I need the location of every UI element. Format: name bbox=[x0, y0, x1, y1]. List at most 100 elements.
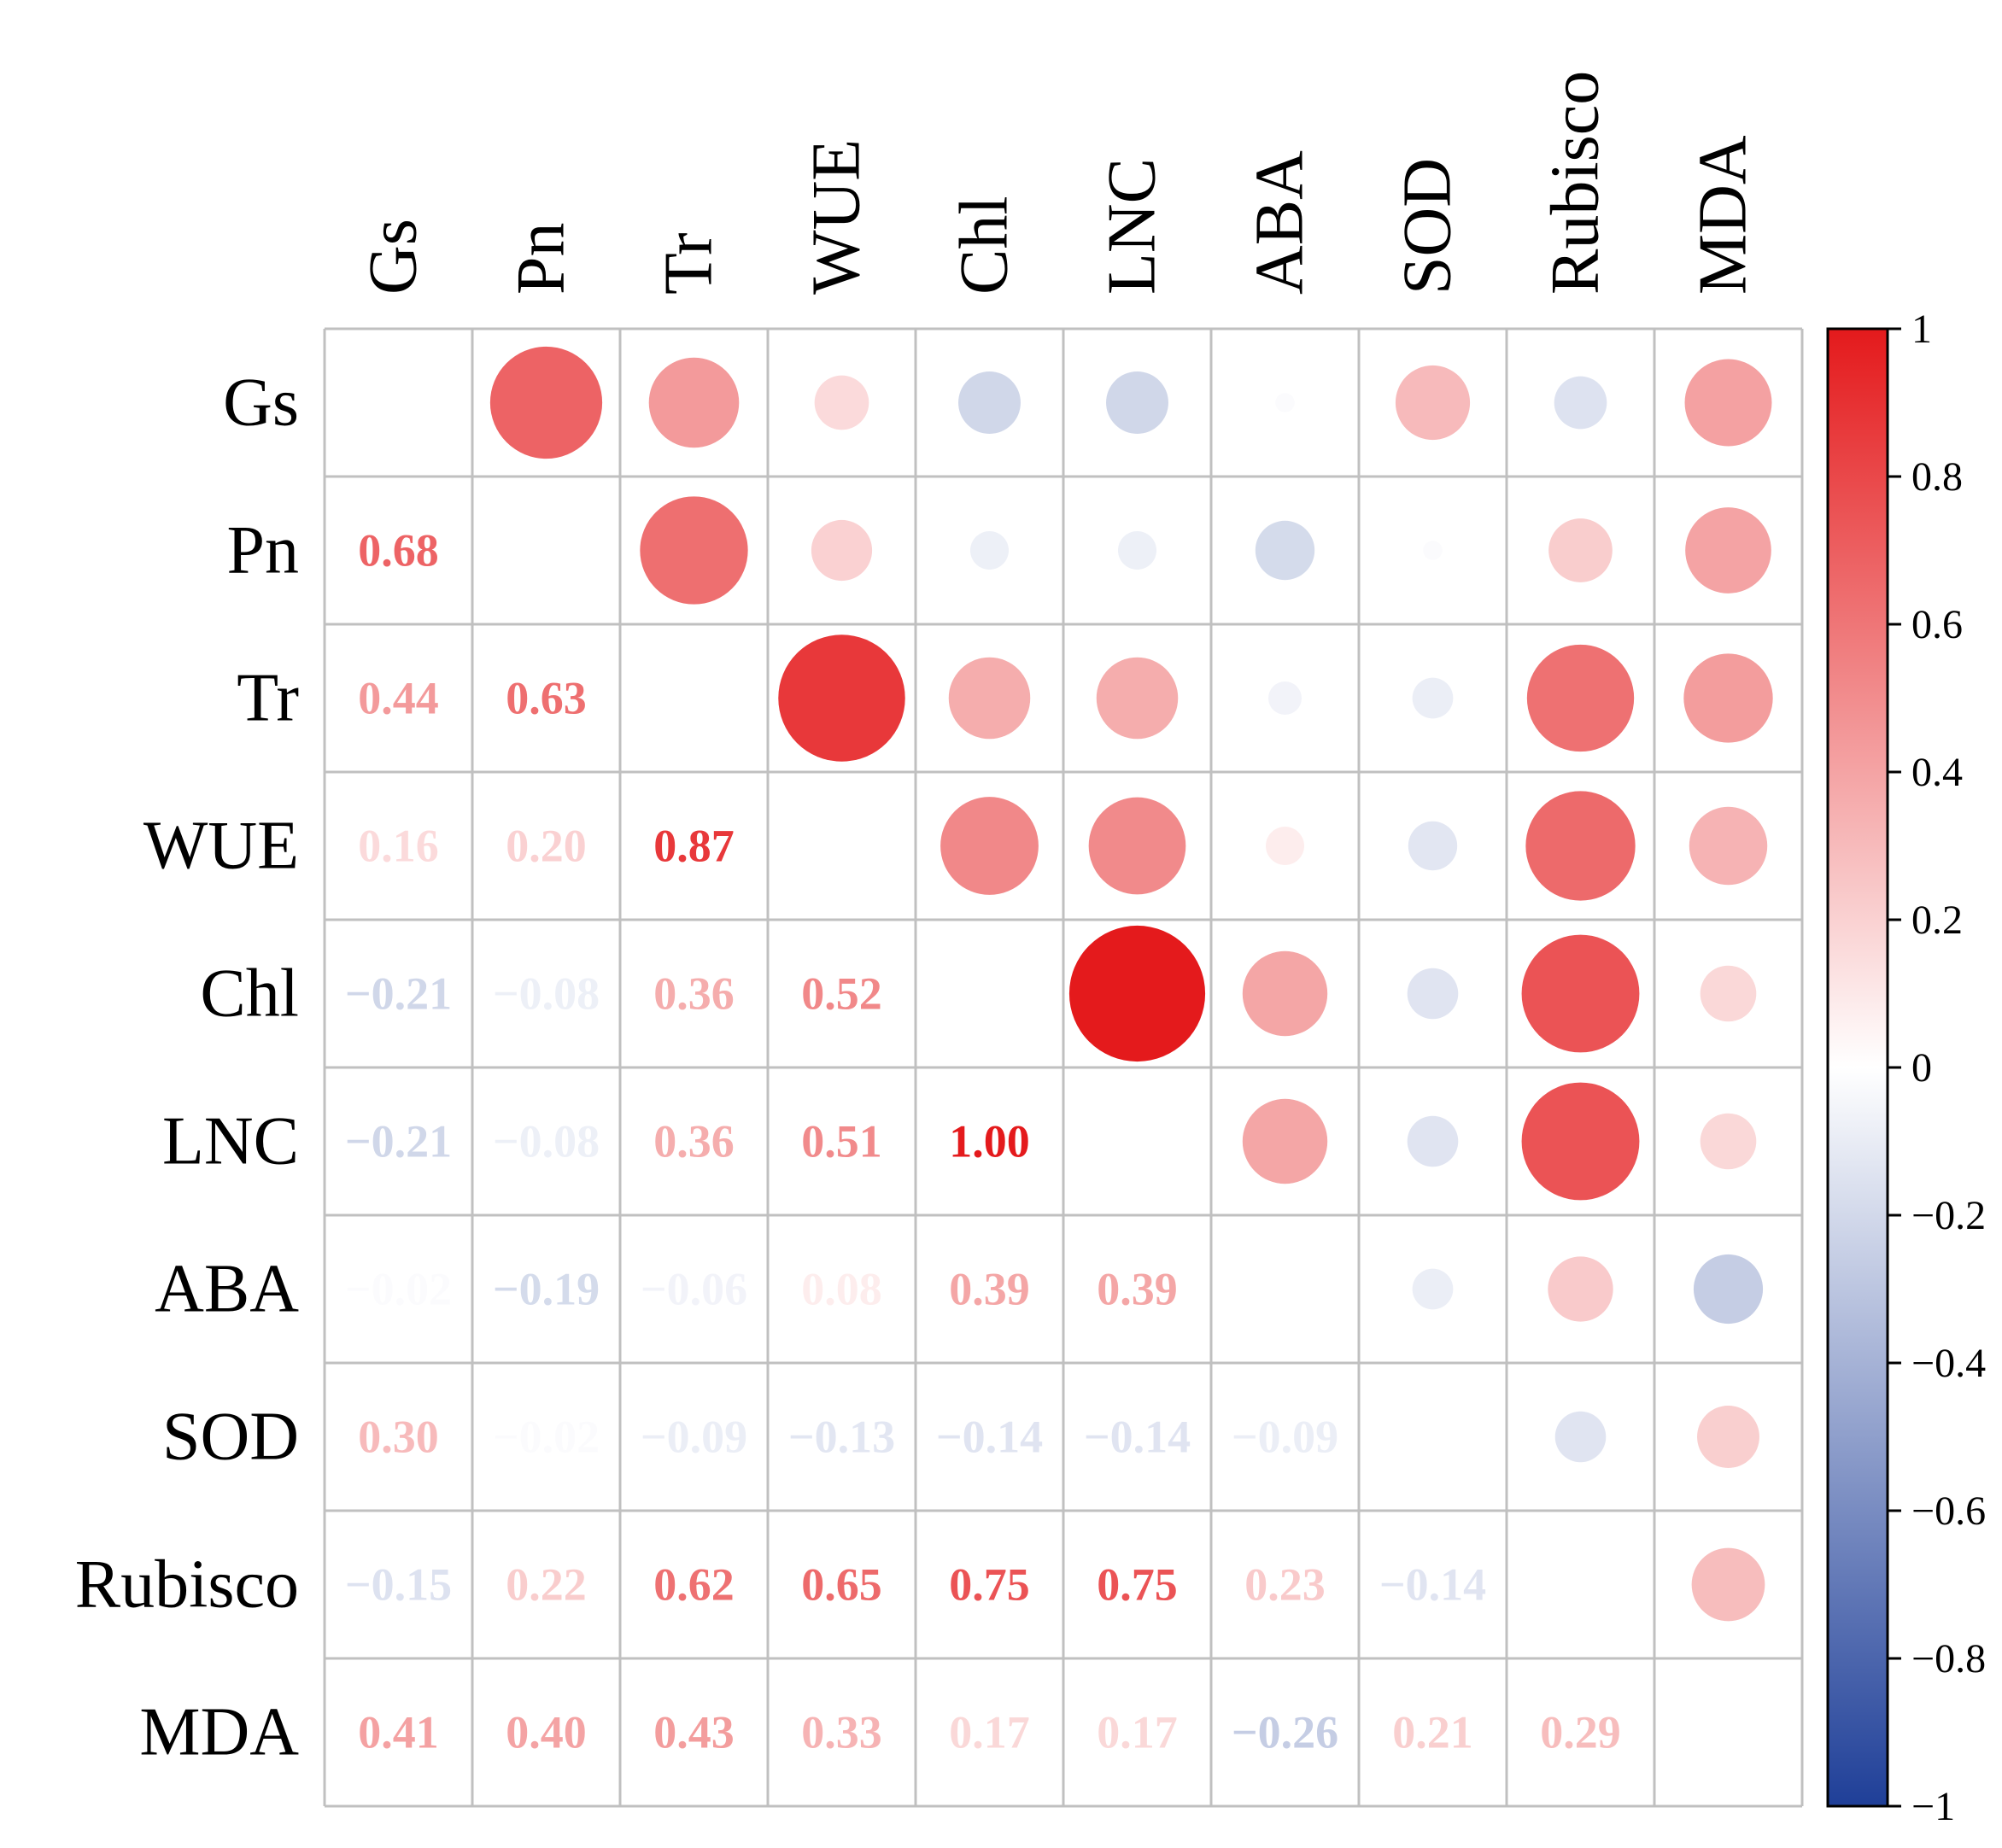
corr-circle-chl-sod bbox=[1407, 968, 1459, 1020]
corr-circle-tr-aba bbox=[1268, 681, 1302, 715]
colorbar-tick-label: 0.2 bbox=[1911, 898, 1963, 943]
corr-value-sod-aba: −0.09 bbox=[1232, 1412, 1338, 1463]
colorbar-tick-label: 0.8 bbox=[1911, 454, 1963, 500]
corr-circle-pn-chl bbox=[969, 530, 1010, 570]
corr-value-chl-tr: 0.36 bbox=[653, 968, 735, 1020]
corr-circle-pn-wue bbox=[811, 519, 873, 582]
col-label-sod: SOD bbox=[1390, 158, 1466, 295]
corr-circle-chl-mda bbox=[1700, 965, 1757, 1022]
col-label-aba: ABA bbox=[1243, 150, 1318, 295]
col-label-gs: Gs bbox=[356, 219, 431, 295]
corr-value-mda-chl: 0.17 bbox=[949, 1707, 1030, 1758]
corr-value-aba-wue: 0.08 bbox=[801, 1264, 882, 1315]
row-label-gs: Gs bbox=[223, 366, 299, 441]
corr-value-tr-pn: 0.63 bbox=[506, 673, 587, 724]
corr-circle-pn-tr bbox=[640, 496, 748, 605]
corr-value-aba-chl: 0.39 bbox=[949, 1264, 1030, 1315]
corr-circle-aba-sod bbox=[1412, 1268, 1454, 1310]
colorbar-tick-label: −0.8 bbox=[1911, 1636, 1986, 1681]
col-label-chl: Chl bbox=[947, 196, 1022, 295]
colorbar-tick-label: −1 bbox=[1911, 1784, 1955, 1829]
corr-value-mda-gs: 0.41 bbox=[358, 1707, 439, 1758]
corr-circle-gs-rubisco bbox=[1554, 376, 1607, 430]
corr-circle-tr-sod bbox=[1412, 677, 1454, 719]
corr-circle-wue-aba bbox=[1265, 826, 1305, 866]
corr-value-sod-tr: −0.09 bbox=[641, 1412, 747, 1463]
corr-circle-lnc-rubisco bbox=[1521, 1082, 1640, 1201]
corr-value-lnc-tr: 0.36 bbox=[653, 1116, 735, 1167]
matrix-cells: 0.68 0.44 0.63 0.16 0.20 0.87 −0.21 −0.08 0.36 0.… bbox=[345, 346, 1773, 1758]
corr-value-sod-pn: −0.02 bbox=[493, 1412, 600, 1463]
corr-value-aba-pn: −0.19 bbox=[493, 1264, 600, 1315]
corr-value-rubisco-pn: 0.22 bbox=[506, 1559, 587, 1611]
corr-value-chl-gs: −0.21 bbox=[345, 968, 452, 1020]
corr-circle-sod-mda bbox=[1697, 1406, 1759, 1468]
row-label-wue: WUE bbox=[143, 809, 299, 884]
corr-value-wue-gs: 0.16 bbox=[358, 821, 439, 872]
corr-value-rubisco-chl: 0.75 bbox=[949, 1559, 1030, 1611]
colorbar-gradient bbox=[1826, 327, 1889, 1808]
corr-circle-wue-sod bbox=[1408, 821, 1458, 871]
corr-circle-tr-mda bbox=[1683, 653, 1773, 743]
corr-value-sod-wue: −0.13 bbox=[788, 1412, 895, 1463]
colorbar-tick-label: −0.6 bbox=[1911, 1488, 1986, 1534]
corr-value-pn-gs: 0.68 bbox=[358, 525, 439, 576]
col-label-wue: WUE bbox=[799, 139, 875, 295]
colorbar-tick-label: 0 bbox=[1911, 1045, 1932, 1091]
corr-value-sod-lnc: −0.14 bbox=[1084, 1412, 1191, 1463]
corr-circle-rubisco-mda bbox=[1691, 1547, 1765, 1622]
colorbar-tick-label: 0.6 bbox=[1911, 602, 1963, 647]
corr-value-aba-lnc: 0.39 bbox=[1097, 1264, 1178, 1315]
corr-value-wue-pn: 0.20 bbox=[506, 821, 587, 872]
corr-circle-wue-mda bbox=[1689, 806, 1768, 886]
corr-circle-chl-rubisco bbox=[1521, 934, 1640, 1053]
corr-value-sod-gs: 0.30 bbox=[358, 1412, 439, 1463]
row-label-aba: ABA bbox=[155, 1252, 299, 1327]
row-label-chl: Chl bbox=[200, 956, 299, 1032]
corr-value-rubisco-aba: 0.23 bbox=[1244, 1559, 1326, 1611]
corr-circle-gs-chl bbox=[958, 371, 1021, 434]
corr-value-rubisco-lnc: 0.75 bbox=[1097, 1559, 1178, 1611]
corr-value-mda-wue: 0.33 bbox=[801, 1707, 882, 1758]
col-label-rubisco: Rubisco bbox=[1538, 71, 1613, 295]
corr-circle-chl-lnc bbox=[1068, 925, 1206, 1062]
corr-circle-lnc-mda bbox=[1700, 1113, 1757, 1170]
column-labels: Gs Pn Tr WUE Chl LNC ABA SOD Rubisco MDA bbox=[356, 71, 1761, 295]
col-label-mda: MDA bbox=[1686, 135, 1761, 295]
corr-circle-pn-sod bbox=[1423, 541, 1443, 560]
corr-circle-gs-tr bbox=[648, 357, 740, 448]
corr-value-rubisco-gs: −0.15 bbox=[345, 1559, 452, 1611]
corr-circle-aba-mda bbox=[1693, 1254, 1764, 1325]
col-label-pn: Pn bbox=[504, 223, 579, 295]
corr-value-lnc-wue: 0.51 bbox=[801, 1116, 882, 1167]
col-label-lnc: LNC bbox=[1095, 158, 1170, 295]
row-label-sod: SOD bbox=[162, 1400, 299, 1475]
corr-circle-lnc-sod bbox=[1407, 1115, 1459, 1167]
row-label-pn: Pn bbox=[227, 513, 300, 588]
corr-circle-wue-rubisco bbox=[1525, 791, 1636, 901]
corr-value-mda-rubisco: 0.29 bbox=[1540, 1707, 1621, 1758]
corr-circle-gs-aba bbox=[1275, 393, 1295, 412]
corr-value-lnc-pn: −0.08 bbox=[493, 1116, 600, 1167]
corr-value-lnc-chl: 1.00 bbox=[949, 1116, 1030, 1167]
corr-value-mda-pn: 0.40 bbox=[506, 1707, 587, 1758]
corr-value-aba-gs: −0.02 bbox=[345, 1264, 452, 1315]
corr-circle-tr-rubisco bbox=[1526, 644, 1635, 752]
corr-value-chl-pn: −0.08 bbox=[493, 968, 600, 1020]
corr-circle-pn-lnc bbox=[1117, 530, 1157, 570]
colorbar-tick-label: −0.2 bbox=[1911, 1193, 1986, 1238]
colorbar-tick-label: 1 bbox=[1911, 307, 1932, 352]
col-label-tr: Tr bbox=[652, 232, 727, 295]
corr-value-mda-tr: 0.43 bbox=[653, 1707, 735, 1758]
corr-circle-pn-rubisco bbox=[1548, 518, 1613, 582]
corr-circle-aba-rubisco bbox=[1548, 1256, 1613, 1322]
grid-lines bbox=[323, 327, 1804, 1808]
row-label-mda: MDA bbox=[139, 1695, 299, 1770]
corr-value-mda-aba: −0.26 bbox=[1232, 1707, 1338, 1758]
corr-circle-tr-wue bbox=[778, 635, 905, 762]
corr-value-lnc-gs: −0.21 bbox=[345, 1116, 452, 1167]
corr-circle-chl-aba bbox=[1242, 950, 1328, 1037]
corr-circle-wue-lnc bbox=[1088, 797, 1186, 895]
corr-circle-lnc-aba bbox=[1242, 1098, 1328, 1184]
